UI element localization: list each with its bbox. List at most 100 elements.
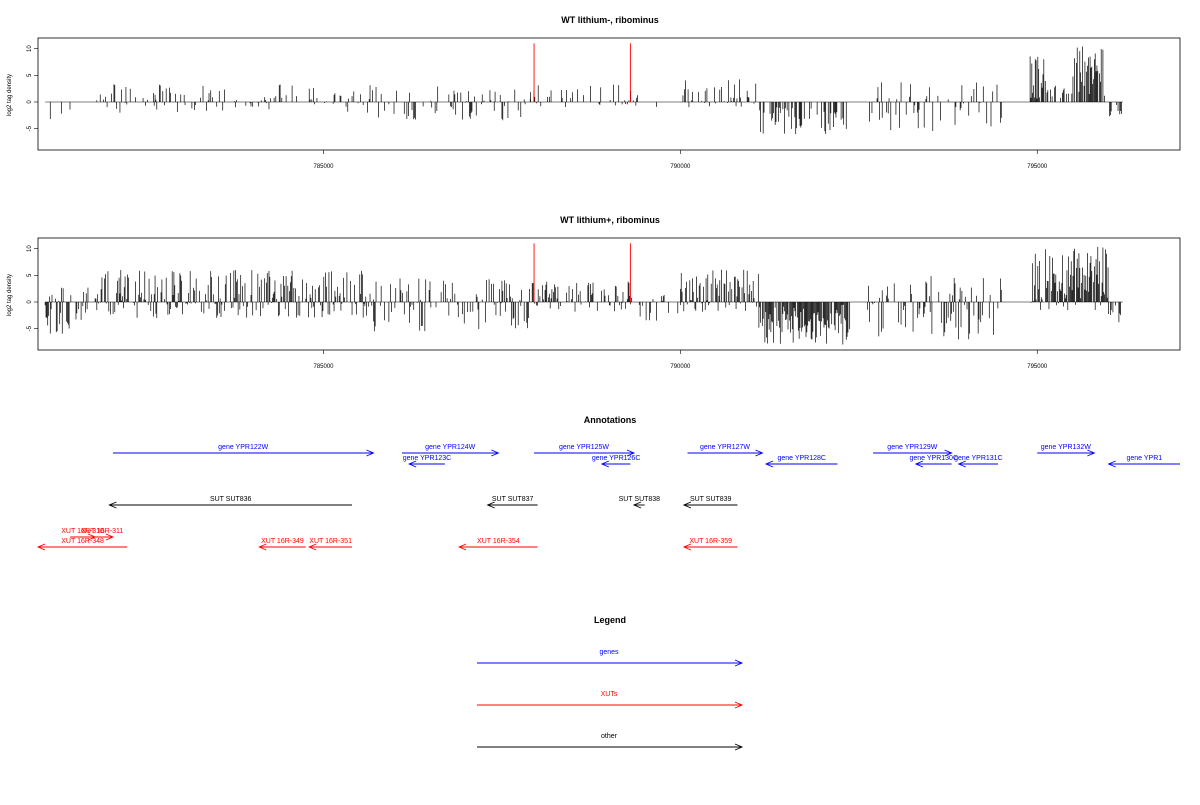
feature-arrowhead (1087, 449, 1096, 457)
panel-2-markers (533, 243, 631, 302)
feature-label: XUT 16R-348 (61, 538, 104, 545)
feature-arrowhead (105, 533, 115, 541)
feature-arrowhead (108, 501, 117, 509)
feature-arrowhead (408, 460, 417, 468)
feature-gene-ypr130c: gene YPR130C (909, 455, 958, 468)
feature-arrowhead (308, 543, 317, 551)
panel-1-markers (533, 43, 631, 102)
legend-title: Legend (594, 615, 626, 625)
feature-label: gene YPR128C (777, 455, 826, 462)
feature-arrowhead (366, 449, 375, 457)
feature-sut-sut838: SUT SUT838 (619, 496, 661, 509)
feature-label: gene YPR132W (1041, 444, 1091, 451)
feature-label: gene YPR122W (218, 444, 268, 451)
feature-label: XUT 16R-359 (689, 538, 732, 545)
x-tick-label: 790000 (670, 364, 691, 370)
feature-label: XUT 16R-349 (261, 538, 304, 545)
feature-arrowhead (957, 460, 966, 468)
x-tick-label: 785000 (313, 164, 334, 170)
feature-arrowhead (682, 543, 692, 551)
feature-gene-ypr126c: gene YPR126C (592, 455, 641, 468)
feature-label: XUT 16R-354 (477, 538, 520, 545)
y-tick-label: 5 (27, 73, 33, 77)
feature-arrowhead (764, 460, 774, 468)
feature-arrowhead (258, 543, 267, 551)
legend-label: other (601, 733, 618, 740)
y-tick-label: -5 (27, 325, 33, 331)
feature-gene-ypr132w: gene YPR132W (1037, 444, 1096, 457)
y-tick-label: -5 (27, 125, 33, 131)
feature-label: gene YPR129W (887, 444, 937, 451)
feature-label: gene YPR126C (592, 455, 641, 462)
feature-label: XUT 16R-311 (81, 528, 123, 535)
feature-xut-16r-348: XUT 16R-348 (36, 538, 128, 551)
feature-arrowhead (36, 543, 46, 551)
feature-arrowhead (491, 449, 500, 457)
y-tick-label: 0 (27, 100, 33, 104)
annotation-features: gene YPR122W gene YPR123C gene YPR124W gene… (36, 444, 1180, 551)
feature-arrowhead (944, 449, 953, 457)
panel-2-y-axis: -5 0 5 10 (27, 245, 38, 331)
x-tick-label: 790000 (670, 164, 691, 170)
feature-xut-16r-351: XUT 16R-351 (308, 538, 352, 551)
legend-item-xuts: XUTs (477, 691, 744, 709)
feature-gene-ypr125w: gene YPR125W (534, 444, 636, 457)
panel-2-title: WT lithium+, ribominus (560, 215, 660, 225)
panel-1-title: WT lithium-, ribominus (561, 15, 659, 25)
feature-label: SUT SUT838 (619, 496, 661, 503)
feature-arrowhead (486, 501, 495, 509)
feature-gene-ypr122w: gene YPR122W (112, 444, 375, 457)
panel-1-y-axis: -5 0 5 10 (27, 45, 38, 131)
feature-label: SUT SUT836 (210, 496, 252, 503)
feature-label: SUT SUT839 (690, 496, 732, 503)
feature-arrowhead (632, 501, 642, 509)
annotations-title: Annotations (584, 415, 637, 425)
x-tick-label: 795000 (1027, 364, 1048, 370)
feature-gene-ypr123c: gene YPR123C (403, 455, 452, 468)
panel-lithium-plus: WT lithium+, ribominus -5 0 5 10 785000 7900… (7, 215, 1181, 370)
feature-label: gene YPR125W (559, 444, 609, 451)
feature-xut-16r-359: XUT 16R-359 (682, 538, 738, 551)
y-tick-label: 10 (27, 45, 33, 52)
legend: Legend genes XUTs other (477, 615, 744, 751)
y-tick-label: 10 (27, 245, 33, 252)
feature-label: gene YPR131C (954, 455, 1003, 462)
feature-gene-ypr1: gene YPR1 (1107, 455, 1180, 468)
feature-gene-ypr129w: gene YPR129W (873, 444, 953, 457)
panel-2-plot-box (37, 237, 1181, 351)
feature-label: gene YPR127W (700, 444, 750, 451)
feature-arrowhead (600, 460, 610, 468)
feature-sut-sut836: SUT SUT836 (108, 496, 353, 509)
feature-label: gene YPR123C (403, 455, 452, 462)
panel-2-bars (44, 246, 1121, 345)
feature-arrowhead (626, 449, 636, 457)
legend-arrowhead (734, 659, 744, 667)
feature-sut-sut837: SUT SUT837 (486, 496, 538, 509)
x-tick-label: 795000 (1027, 164, 1048, 170)
legend-item-other: other (477, 733, 744, 751)
feature-gene-ypr128c: gene YPR128C (764, 455, 838, 468)
feature-label: gene YPR130C (909, 455, 958, 462)
feature-xut-16r-354: XUT 16R-354 (457, 538, 538, 551)
feature-arrowhead (457, 543, 467, 551)
legend-label: XUTs (601, 691, 618, 698)
panel-1-bars (49, 46, 1122, 134)
feature-xut-16r-349: XUT 16R-349 (258, 538, 306, 551)
legend-item-genes: genes (477, 649, 744, 667)
feature-gene-ypr124w: gene YPR124W (402, 444, 500, 457)
legend-items: genes XUTs other (477, 649, 744, 751)
feature-xut-16r-311: XUT 16R-311 (81, 528, 123, 541)
x-tick-label: 785000 (313, 364, 334, 370)
feature-sut-sut839: SUT SUT839 (682, 496, 738, 509)
feature-arrowhead (914, 460, 924, 468)
feature-label: gene YPR1 (1126, 455, 1162, 462)
feature-arrowhead (755, 449, 764, 457)
panel-1-x-axis: 785000 790000 795000 (313, 150, 1048, 170)
feature-arrowhead (682, 501, 692, 509)
legend-label: genes (599, 649, 619, 656)
panel-1-plot-box (37, 37, 1181, 151)
y-tick-label: 0 (27, 300, 33, 304)
panel-2-x-axis: 785000 790000 795000 (313, 350, 1048, 370)
